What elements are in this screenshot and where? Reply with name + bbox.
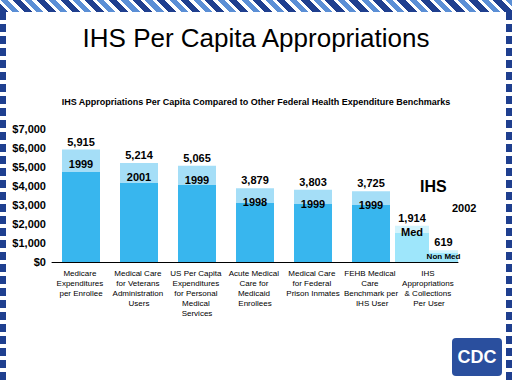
svg-text:Enrollees: Enrollees <box>238 299 271 308</box>
svg-text:Medical Care: Medical Care <box>114 269 163 278</box>
svg-text:& Collections: & Collections <box>405 289 454 298</box>
svg-text:Care: Care <box>361 279 381 288</box>
svg-text:5,065: 5,065 <box>183 152 211 164</box>
svg-text:1999: 1999 <box>359 199 383 211</box>
svg-text:619: 619 <box>434 236 452 248</box>
svg-text:3,803: 3,803 <box>299 176 327 188</box>
svg-text:Medicare: Medicare <box>63 269 98 278</box>
svg-text:for Federal: for Federal <box>293 279 334 288</box>
svg-text:$4,000: $4,000 <box>12 180 46 192</box>
svg-text:Administration: Administration <box>113 289 166 298</box>
svg-text:Med: Med <box>401 226 423 238</box>
svg-text:Appropriations: Appropriations <box>402 279 456 288</box>
svg-text:FEHB Medical: FEHB Medical <box>344 269 397 278</box>
svg-text:3,879: 3,879 <box>241 174 269 186</box>
svg-text:1999: 1999 <box>69 158 93 170</box>
svg-text:US Per Capita: US Per Capita <box>170 269 223 278</box>
svg-text:$6,000: $6,000 <box>12 142 46 154</box>
svg-text:1,914: 1,914 <box>398 212 426 224</box>
svg-text:Services: Services <box>182 309 213 318</box>
svg-text:Care for: Care for <box>239 279 270 288</box>
svg-text:$0: $0 <box>34 256 46 268</box>
svg-text:Prison Inmates: Prison Inmates <box>286 289 339 298</box>
svg-text:Benchmark per: Benchmark per <box>344 289 399 298</box>
svg-text:IHS Per Capita Appropriations: IHS Per Capita Appropriations <box>83 23 430 53</box>
svg-text:Expenditures: Expenditures <box>173 279 222 288</box>
svg-text:Medical: Medical <box>182 299 212 308</box>
svg-text:Users: Users <box>129 299 150 308</box>
svg-text:IHS: IHS <box>421 269 437 278</box>
svg-text:$1,000: $1,000 <box>12 237 46 249</box>
svg-text:2002: 2002 <box>452 202 476 214</box>
svg-text:5,214: 5,214 <box>125 149 153 161</box>
svg-text:1999: 1999 <box>185 174 209 186</box>
svg-text:per Enrollee: per Enrollee <box>59 289 103 298</box>
svg-text:$7,000: $7,000 <box>12 123 46 135</box>
svg-text:Medical Care: Medical Care <box>288 269 337 278</box>
svg-text:IHS Appropriations Per Capita: IHS Appropriations Per Capita Compared t… <box>62 97 451 107</box>
svg-text:1999: 1999 <box>301 198 325 210</box>
svg-text:$2,000: $2,000 <box>12 218 46 230</box>
svg-text:for Veterans: for Veterans <box>116 279 161 288</box>
svg-text:1998: 1998 <box>243 196 267 208</box>
svg-text:Medicaid: Medicaid <box>238 289 272 298</box>
svg-text:IHS: IHS <box>420 178 447 195</box>
svg-text:$3,000: $3,000 <box>12 199 46 211</box>
svg-text:for Personal: for Personal <box>174 289 219 298</box>
svg-text:2001: 2001 <box>127 171 151 183</box>
svg-text:5,915: 5,915 <box>67 136 95 148</box>
html-text:CDC: CDC <box>457 347 497 367</box>
svg-text:IHS User: IHS User <box>354 299 389 308</box>
svg-text:$5,000: $5,000 <box>12 161 46 173</box>
svg-text:Per User: Per User <box>413 299 445 308</box>
svg-text:Expenditures: Expenditures <box>57 279 106 288</box>
svg-text:3,725: 3,725 <box>357 177 385 189</box>
svg-text:Acute Medical: Acute Medical <box>229 269 281 278</box>
svg-text:Non Med: Non Med <box>427 252 461 261</box>
